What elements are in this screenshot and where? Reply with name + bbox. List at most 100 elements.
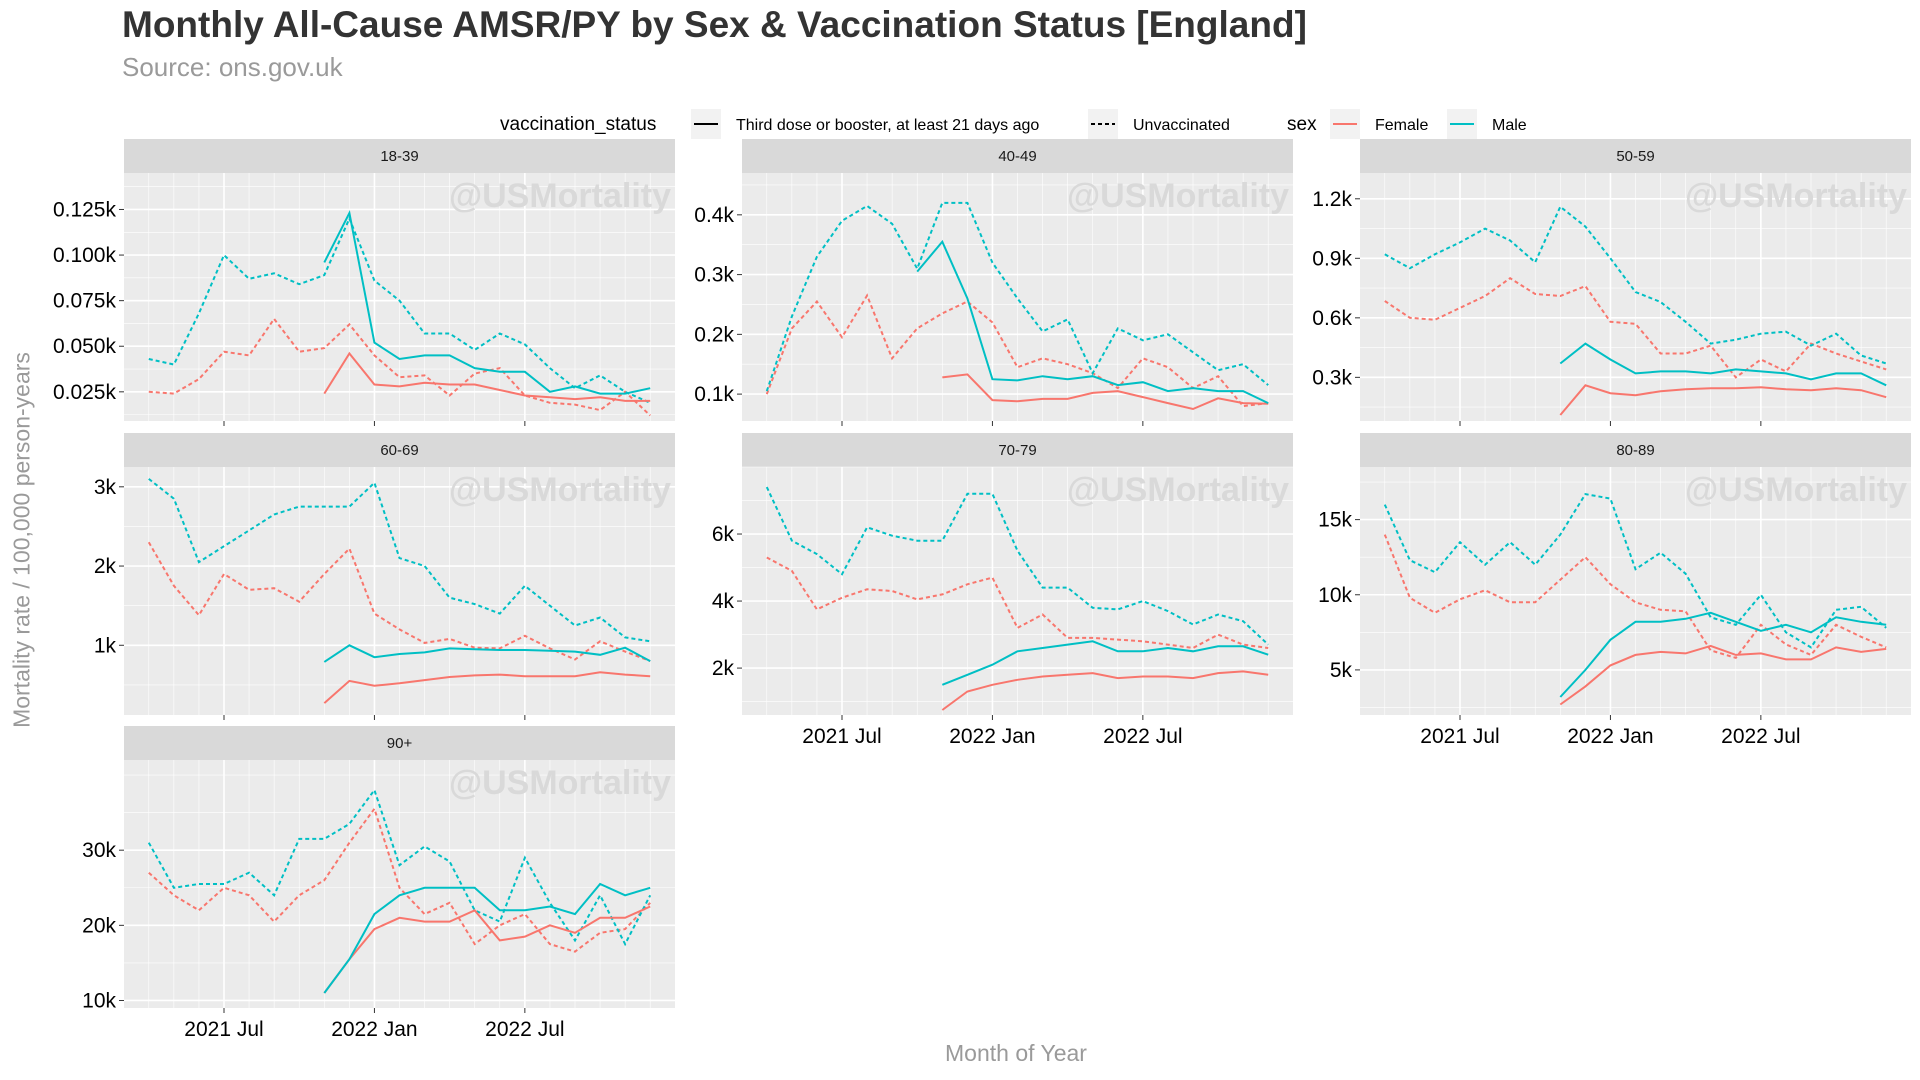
watermark: @USMortality xyxy=(449,177,671,215)
y-tick-label: 2k xyxy=(712,657,735,680)
series-line-female-booster xyxy=(323,351,651,402)
series-line-female-unvaccinated xyxy=(148,806,651,953)
y-tick-label: 0.125k xyxy=(53,198,117,221)
y-tick-label: 6k xyxy=(712,523,735,546)
series-line-male-unvaccinated xyxy=(1383,492,1887,649)
watermark: @USMortality xyxy=(1685,177,1907,215)
y-tick-label: 15k xyxy=(1318,509,1352,532)
y-tick-label: 10k xyxy=(82,989,116,1012)
series-line-male-booster xyxy=(916,239,1269,405)
series-line-female-unvaccinated xyxy=(1384,276,1887,379)
series-line-female-booster xyxy=(941,670,1269,711)
legend-item-unvaccinated: Unvaccinated xyxy=(1133,117,1230,134)
facet-strip-label: 18-39 xyxy=(380,148,418,165)
x-tick-label: 2022 Jul xyxy=(1103,725,1182,748)
watermark: @USMortality xyxy=(1067,471,1289,509)
series-line-female-unvaccinated xyxy=(1383,534,1887,660)
facet-strip xyxy=(742,139,1293,173)
facet-strip xyxy=(124,726,675,760)
y-tick-label: 4k xyxy=(712,590,735,613)
legend: vaccination_status Third dose or booster… xyxy=(500,109,1527,139)
x-tick-label: 2022 Jul xyxy=(1721,725,1800,748)
x-tick-label: 2022 Jan xyxy=(1567,725,1653,748)
facet-strip xyxy=(124,433,675,467)
watermark: @USMortality xyxy=(449,471,671,509)
y-tick-label: 0.100k xyxy=(53,244,117,267)
y-tick-label: 0.025k xyxy=(53,381,117,404)
series-line-female-unvaccinated xyxy=(147,541,651,663)
series-line-male-unvaccinated xyxy=(765,486,1269,646)
x-tick-label: 2021 Jul xyxy=(184,1018,263,1041)
y-tick-label: 0.6k xyxy=(1312,307,1352,330)
y-tick-label: 2k xyxy=(94,555,117,578)
series-line-male-booster xyxy=(1559,342,1887,387)
legend-item-male: Male xyxy=(1492,117,1527,134)
facet-strip-label: 90+ xyxy=(387,735,413,752)
series-line-male-unvaccinated xyxy=(765,201,1269,392)
y-axis-label: Mortality rate / 100,000 person-years xyxy=(8,352,35,728)
series-line-female-unvaccinated xyxy=(148,317,651,417)
series-line-male-unvaccinated xyxy=(148,478,651,643)
y-tick-label: 1k xyxy=(94,634,117,657)
facet-strip xyxy=(124,139,675,173)
facet-panel-70-79: 70-79 @USMortality 2k 4k 6k 2021 Jul 2022 Jan 2… xyxy=(712,433,1293,748)
legend-title-vaccination: vaccination_status xyxy=(500,114,656,135)
series-line-male-booster xyxy=(941,640,1269,686)
y-tick-label: 0.075k xyxy=(53,290,117,313)
facet-panel-90+: 90+ @USMortality 10k 20k 30k 2021 Jul 2022 Jan… xyxy=(82,726,675,1041)
y-tick-label: 0.3k xyxy=(1312,366,1352,389)
watermark: @USMortality xyxy=(1685,471,1907,509)
y-tick-label: 1.2k xyxy=(1312,188,1352,211)
series-line-male-unvaccinated xyxy=(1384,205,1887,365)
x-tick-label: 2021 Jul xyxy=(802,725,881,748)
y-tick-label: 0.050k xyxy=(53,335,117,358)
series-line-male-unvaccinated xyxy=(147,787,652,947)
x-tick-label: 2022 Jul xyxy=(485,1018,564,1041)
facet-strip-label: 40-49 xyxy=(998,148,1036,165)
series-line-male-unvaccinated xyxy=(148,216,651,404)
series-line-female-booster xyxy=(1559,384,1887,416)
series-line-male-booster xyxy=(1559,611,1887,698)
legend-title-sex: sex xyxy=(1287,114,1317,135)
series-line-female-booster xyxy=(942,373,1269,411)
legend-item-booster: Third dose or booster, at least 21 days … xyxy=(736,117,1039,134)
y-tick-label: 3k xyxy=(94,476,117,499)
y-tick-label: 0.9k xyxy=(1312,247,1352,270)
y-tick-label: 10k xyxy=(1318,584,1352,607)
series-line-male-booster xyxy=(323,882,651,994)
facet-strip-label: 80-89 xyxy=(1616,442,1654,459)
chart-title: Monthly All-Cause AMSR/PY by Sex & Vacci… xyxy=(122,4,1307,45)
series-line-female-booster xyxy=(323,905,651,994)
y-tick-label: 0.3k xyxy=(694,264,734,287)
facet-strip-label: 60-69 xyxy=(380,442,418,459)
facet-panel-18-39: 18-39 @USMortality 0.025k 0.050k 0.075k 0.100… xyxy=(53,139,675,454)
y-tick-label: 0.4k xyxy=(694,204,734,227)
facet-strip-label: 50-59 xyxy=(1616,148,1654,165)
y-tick-label: 30k xyxy=(82,839,116,862)
x-tick-label: 2022 Jan xyxy=(949,725,1035,748)
watermark: @USMortality xyxy=(449,764,671,802)
x-axis-label: Month of Year xyxy=(945,1040,1087,1066)
y-tick-label: 0.1k xyxy=(694,383,734,406)
facet-strip xyxy=(1360,139,1911,173)
chart-subtitle: Source: ons.gov.uk xyxy=(122,52,343,82)
series-line-female-booster xyxy=(323,671,651,704)
x-tick-label: 2021 Jul xyxy=(1420,725,1499,748)
series-line-male-booster xyxy=(323,210,651,395)
facet-strip xyxy=(1360,433,1911,467)
facet-strip-label: 70-79 xyxy=(998,442,1036,459)
y-tick-label: 20k xyxy=(82,914,116,937)
y-tick-label: 0.2k xyxy=(694,323,734,346)
series-line-female-booster xyxy=(1559,644,1887,706)
facet-strip xyxy=(742,433,1293,467)
x-tick-label: 2022 Jan xyxy=(331,1018,417,1041)
facet-panel-80-89: 80-89 @USMortality 5k 10k 15k 2021 Jul 2022 Ja… xyxy=(1318,433,1911,748)
legend-item-female: Female xyxy=(1375,117,1428,134)
watermark: @USMortality xyxy=(1067,177,1289,215)
y-tick-label: 5k xyxy=(1330,659,1353,682)
series-line-male-booster xyxy=(323,644,651,663)
